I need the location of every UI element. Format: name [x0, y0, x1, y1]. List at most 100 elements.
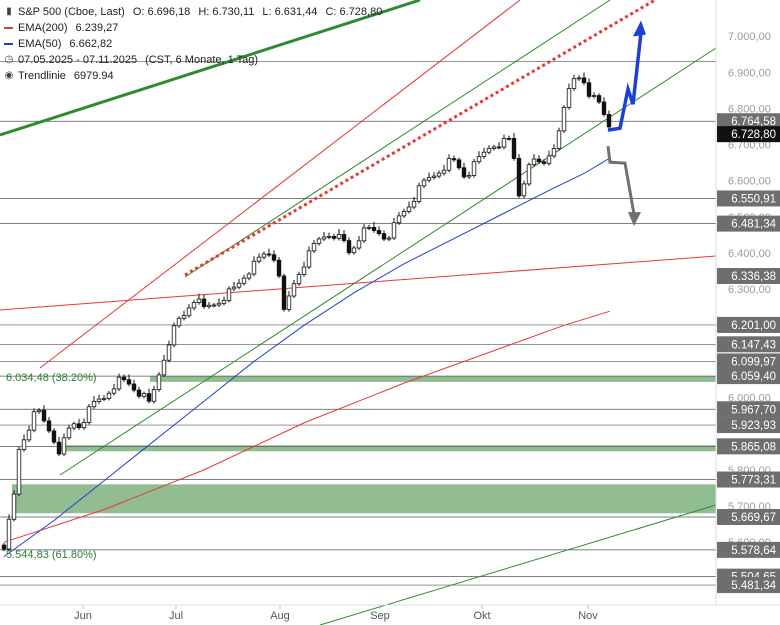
- range-label: 07.05.2025 - 07.11.2025: [18, 54, 138, 66]
- candle-body: [296, 274, 302, 285]
- candle-body: [416, 185, 422, 202]
- price-level-tag: [717, 577, 780, 594]
- support-zone: [60, 445, 716, 452]
- candle-body: [331, 236, 337, 239]
- candle-body: [401, 211, 407, 217]
- candle-body: [131, 383, 137, 391]
- candle-body: [186, 307, 192, 317]
- candle-body: [66, 427, 72, 439]
- month-label: Okt: [473, 610, 490, 622]
- candle-body: [161, 359, 167, 376]
- legend-ema50-row[interactable]: EMA(50) 6.662,82: [4, 36, 382, 52]
- price-axis[interactable]: 7.000,00 6.900,00 6.800,00 6.700,00 6.600,00…: [715, 0, 780, 605]
- month-label: Sep: [370, 610, 390, 622]
- candle-body: [346, 240, 352, 254]
- candle-body: [141, 393, 147, 397]
- candle-body: [546, 155, 552, 164]
- candle-body: [516, 158, 522, 197]
- candle-body: [56, 441, 62, 455]
- candle-body: [436, 172, 442, 177]
- candle-body: [466, 175, 472, 178]
- legend-ema200-row[interactable]: EMA(200) 6.239,27: [4, 20, 382, 36]
- price-level-label: 6.099,97: [731, 356, 776, 368]
- candle-body: [81, 422, 87, 429]
- candle-body: [1, 544, 7, 550]
- candles: [1, 72, 612, 552]
- candle-body: [256, 256, 262, 262]
- candle-body: [121, 376, 127, 381]
- candle-body: [226, 288, 232, 301]
- candle-body: [151, 389, 157, 402]
- candle-body: [406, 206, 412, 212]
- candle-body: [231, 286, 237, 290]
- candle-body: [361, 227, 367, 242]
- price-level-label: 5.923,93: [731, 420, 776, 432]
- legend-trendline-row[interactable]: ◉ Trendlinie 6979.94: [4, 68, 382, 84]
- support-zones: [12, 375, 716, 514]
- price-level-label: 5.669,67: [731, 512, 776, 524]
- candle-body: [46, 420, 52, 432]
- trendline-label: Trendlinie: [18, 70, 66, 82]
- trendline-value: 6979.94: [73, 70, 114, 82]
- price-tick-label: 6.400,00: [728, 248, 771, 260]
- candle-body: [476, 156, 482, 163]
- candle-body: [441, 169, 447, 174]
- price-level-label: 5.865,08: [731, 441, 776, 453]
- candlestick-icon: ▮: [6, 6, 12, 17]
- legend-range-row: ◷ 07.05.2025 - 07.11.2025 (CST, 6 Monate…: [4, 52, 382, 68]
- candle-body: [316, 238, 322, 244]
- current-price-label: 6.728,80: [731, 129, 776, 141]
- candle-body: [111, 388, 117, 394]
- price-level-tag: [717, 471, 780, 488]
- candle-body: [136, 389, 142, 397]
- candle-body: [601, 101, 607, 115]
- support-zone: [12, 484, 716, 514]
- price-level-label: 6.059,40: [731, 371, 776, 383]
- level-lines: [0, 61, 716, 586]
- candle-body: [286, 295, 292, 310]
- candle-body: [171, 325, 177, 346]
- price-level-tag: [717, 353, 780, 370]
- candle-body: [371, 227, 377, 231]
- price-level-tag: [717, 215, 780, 232]
- price-level-label: 5.481,34: [731, 580, 776, 592]
- candle-body: [126, 379, 132, 385]
- candle-body: [196, 298, 202, 303]
- candle-body: [341, 234, 347, 241]
- candle-body: [191, 302, 197, 309]
- candle-body: [531, 158, 537, 166]
- bullish-scenario-arrow: [607, 32, 643, 132]
- ema50-line: [3, 157, 611, 558]
- candle-body: [541, 161, 547, 164]
- ema50-swatch: [4, 43, 13, 45]
- ema200-swatch: [4, 27, 13, 29]
- price-level-tag: [717, 113, 780, 130]
- candle-body: [396, 215, 402, 224]
- candle-body: [181, 315, 187, 319]
- candle-body: [76, 423, 82, 429]
- bearish-arrowhead: [628, 212, 641, 227]
- candle-body: [156, 374, 162, 390]
- price-level-tag: [717, 401, 780, 418]
- price-level-label: 6.550,91: [731, 193, 776, 205]
- scenario-arrows: [606, 20, 646, 227]
- candle-body: [581, 77, 587, 84]
- ema50-label: EMA(50): [18, 38, 62, 50]
- candle-body: [21, 439, 27, 450]
- candle-body: [221, 299, 227, 304]
- candle-body: [61, 437, 67, 455]
- candle-body: [486, 147, 492, 153]
- candle-body: [456, 159, 462, 169]
- legend-open: O: 6.696,18: [132, 6, 191, 18]
- price-level-tag: [717, 508, 780, 525]
- price-level-tag: [717, 417, 780, 434]
- candle-body: [561, 107, 567, 132]
- candle-body: [471, 161, 477, 176]
- candle-body: [336, 234, 342, 239]
- candle-body: [496, 146, 502, 149]
- candle-body: [91, 401, 97, 408]
- time-axis[interactable]: Jun Jul Aug Sep Okt Nov: [0, 604, 780, 622]
- price-level-tag: [717, 190, 780, 207]
- price-level-tag: [717, 541, 780, 558]
